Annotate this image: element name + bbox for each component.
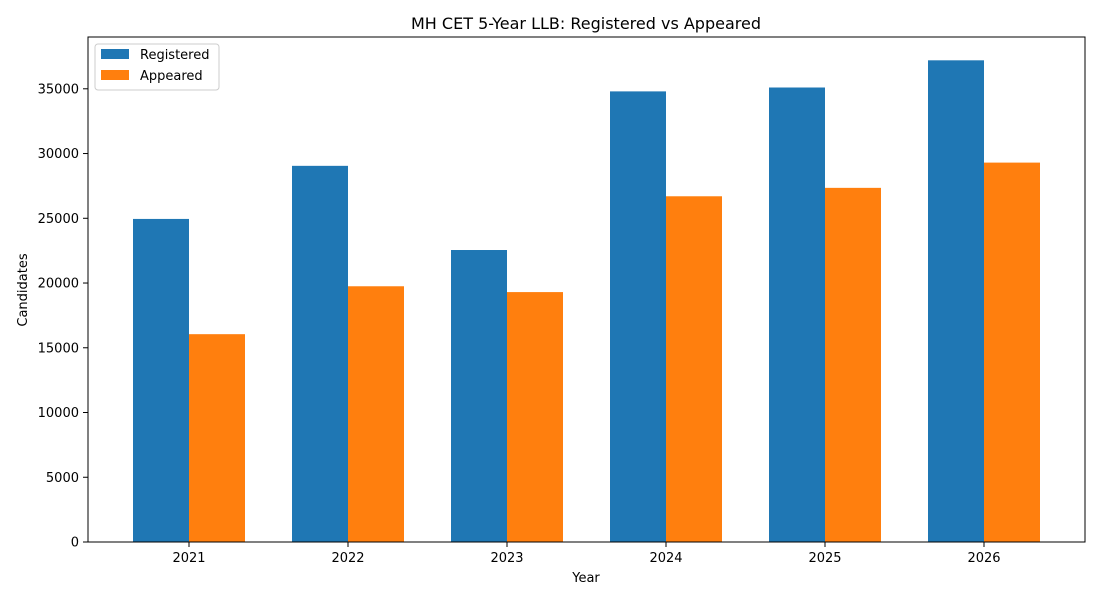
- x-tick-label: 2021: [172, 551, 205, 566]
- x-tick-label: 2022: [331, 551, 364, 566]
- y-tick-label: 0: [71, 536, 79, 551]
- x-tick-label: 2025: [808, 551, 841, 566]
- y-tick-label: 35000: [38, 82, 79, 97]
- legend-label-appeared: Appeared: [140, 69, 203, 84]
- chart-title: MH CET 5-Year LLB: Registered vs Appeare…: [411, 14, 761, 33]
- bar-appeared-2021: [189, 334, 245, 542]
- bar-registered-2024: [610, 91, 666, 542]
- legend-label-registered: Registered: [140, 48, 210, 63]
- bar-appeared-2025: [825, 187, 881, 542]
- bar-registered-2023: [451, 250, 507, 542]
- x-tick-label: 2026: [967, 551, 1000, 566]
- y-tick-label: 5000: [46, 471, 79, 486]
- x-tick-label: 2023: [490, 551, 523, 566]
- bar-registered-2026: [928, 60, 984, 543]
- bar-registered-2022: [292, 165, 348, 543]
- bars-group: [133, 60, 1040, 543]
- y-tick-label: 15000: [38, 341, 79, 356]
- y-tick-label: 20000: [38, 277, 79, 292]
- legend-swatch-appeared: [101, 70, 129, 80]
- legend-swatch-registered: [101, 49, 129, 59]
- plot-frame: [87, 36, 1086, 543]
- bar-appeared-2023: [507, 292, 563, 542]
- y-tick-label: 30000: [38, 147, 79, 162]
- bar-appeared-2024: [666, 196, 722, 542]
- y-axis: 0 5000 10000 15000 20000 25000 30000 35000: [38, 82, 88, 551]
- bar-appeared-2026: [984, 162, 1040, 542]
- legend: Registered Appeared: [94, 43, 220, 91]
- bar-registered-2021: [133, 218, 189, 542]
- x-tick-label: 2024: [649, 551, 682, 566]
- bar-registered-2025: [769, 87, 825, 542]
- bar-appeared-2022: [348, 286, 404, 542]
- plot-area: [88, 37, 1085, 542]
- y-tick-label: 10000: [38, 406, 79, 421]
- x-axis-label: Year: [571, 571, 600, 586]
- y-tick-label: 25000: [38, 212, 79, 227]
- y-axis-label: Candidates: [16, 253, 31, 326]
- x-axis: 2021 2022 2023 2024 2025 2026: [172, 542, 1001, 566]
